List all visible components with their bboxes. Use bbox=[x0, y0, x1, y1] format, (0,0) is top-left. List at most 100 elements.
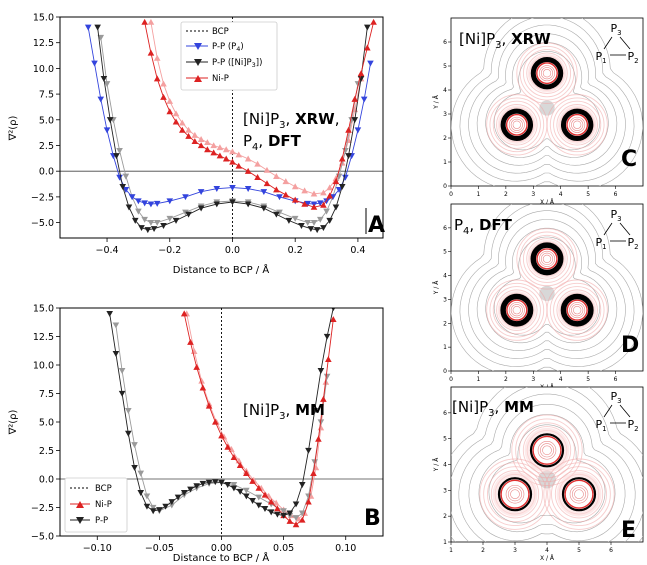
data-point bbox=[325, 356, 332, 362]
map-x-tick: 6 bbox=[614, 376, 618, 383]
data-point bbox=[168, 499, 176, 506]
data-point bbox=[254, 174, 261, 180]
y-tick-label: 12.5 bbox=[33, 38, 54, 49]
data-point bbox=[144, 227, 152, 234]
data-point bbox=[317, 368, 325, 374]
data-point bbox=[243, 493, 250, 500]
data-point bbox=[119, 183, 127, 190]
data-point bbox=[116, 147, 123, 154]
data-point bbox=[185, 211, 192, 218]
map-y-tick: 4 bbox=[443, 462, 447, 469]
data-point bbox=[156, 507, 163, 514]
y-tick-label: −2.5 bbox=[31, 503, 54, 514]
y-tick-label: 2.5 bbox=[39, 446, 54, 457]
data-point bbox=[84, 24, 92, 31]
x-tick-label: 0.0 bbox=[225, 245, 240, 256]
panel-e-title: [Ni]P3, MM bbox=[452, 398, 534, 419]
data-point bbox=[112, 350, 120, 357]
data-point bbox=[162, 503, 169, 510]
data-point bbox=[153, 54, 161, 61]
data-point bbox=[147, 219, 155, 226]
data-point bbox=[210, 149, 217, 156]
data-point bbox=[138, 225, 145, 232]
data-point bbox=[236, 488, 244, 495]
data-point bbox=[205, 479, 213, 486]
map-x-tick: 1 bbox=[477, 191, 481, 198]
data-point bbox=[345, 153, 352, 160]
data-point bbox=[320, 189, 327, 196]
data-point bbox=[113, 153, 120, 160]
data-point bbox=[291, 183, 299, 190]
atom-label: P3 bbox=[610, 22, 621, 37]
data-point bbox=[357, 70, 365, 77]
map-xlabel: X / Å bbox=[540, 199, 555, 206]
data-point bbox=[160, 223, 167, 229]
data-point bbox=[222, 155, 230, 162]
data-point bbox=[307, 226, 315, 233]
y-tick-label: 7.5 bbox=[39, 90, 54, 101]
panel-e-map: 1 2 3 4 5 6 1 2 3 4 5 6 X / Å Y / Å bbox=[433, 386, 644, 562]
data-point bbox=[229, 199, 236, 206]
data-point bbox=[147, 18, 155, 25]
data-point bbox=[311, 407, 318, 414]
x-tick-label: 0.10 bbox=[335, 543, 356, 554]
atom-label: P1 bbox=[595, 236, 606, 251]
svg-text:P-P (P4): P-P (P4) bbox=[212, 42, 244, 53]
data-point bbox=[305, 498, 312, 505]
y-tick-label: 7.5 bbox=[39, 389, 54, 400]
data-point bbox=[141, 200, 148, 207]
x-tick-label: −0.4 bbox=[95, 245, 118, 256]
map-y-tick: 0 bbox=[443, 183, 447, 190]
svg-text:P-P ([Ni]P3]): P-P ([Ni]P3]) bbox=[212, 58, 262, 69]
data-point bbox=[149, 508, 157, 515]
data-point bbox=[125, 407, 132, 414]
map-x-tick: 3 bbox=[531, 376, 535, 383]
data-point bbox=[150, 226, 158, 233]
data-point bbox=[218, 432, 225, 439]
data-point bbox=[310, 470, 317, 476]
x-tick-label: −0.10 bbox=[83, 543, 112, 554]
data-point bbox=[216, 144, 224, 151]
data-point bbox=[310, 203, 318, 210]
data-point bbox=[191, 131, 199, 138]
data-point bbox=[137, 490, 145, 496]
data-point bbox=[291, 215, 299, 222]
data-point bbox=[229, 148, 236, 155]
data-point bbox=[218, 479, 225, 486]
map-x-tick: 6 bbox=[614, 191, 618, 198]
data-point bbox=[298, 516, 306, 523]
data-point bbox=[326, 184, 333, 191]
map-x-tick: 4 bbox=[559, 376, 563, 383]
map-x-tick: 3 bbox=[531, 191, 535, 198]
data-point bbox=[280, 508, 287, 515]
data-point bbox=[235, 162, 243, 169]
data-point bbox=[172, 217, 180, 224]
map-y-tick: 1 bbox=[443, 344, 447, 351]
data-point bbox=[166, 97, 174, 104]
data-point bbox=[267, 498, 275, 505]
data-point bbox=[255, 494, 263, 501]
data-point bbox=[153, 219, 161, 226]
map-y-tick: 3 bbox=[443, 296, 447, 303]
data-point bbox=[357, 76, 365, 82]
data-point bbox=[116, 174, 123, 181]
data-point bbox=[342, 174, 349, 181]
map-y-tick: 4 bbox=[443, 87, 447, 94]
y-tick-label: 10.0 bbox=[33, 361, 54, 372]
data-point bbox=[230, 482, 238, 488]
data-point bbox=[273, 186, 280, 193]
legend-a-pp-nip3: P-P ([Ni]P bbox=[212, 58, 252, 68]
data-point bbox=[106, 117, 114, 124]
y-tick-label: −2.5 bbox=[31, 192, 54, 203]
data-point bbox=[137, 470, 145, 477]
map-y-tick: 5 bbox=[443, 249, 447, 256]
data-point bbox=[273, 173, 280, 179]
data-point bbox=[141, 18, 148, 25]
data-point bbox=[367, 60, 374, 67]
data-point bbox=[160, 80, 167, 87]
map-y-tick: 1 bbox=[443, 539, 447, 546]
data-point bbox=[125, 204, 133, 211]
data-point bbox=[236, 462, 244, 468]
data-point bbox=[182, 194, 189, 201]
